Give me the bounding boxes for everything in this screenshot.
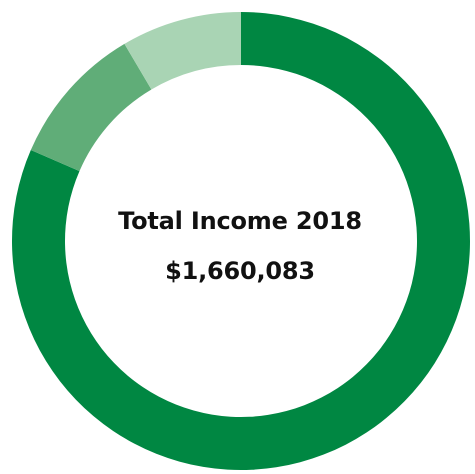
total-income-value: $1,660,083 [165,257,315,285]
donut-slice-3 [124,12,241,90]
donut-slice-2 [30,43,152,172]
chart-title: Total Income 2018 [118,207,362,235]
